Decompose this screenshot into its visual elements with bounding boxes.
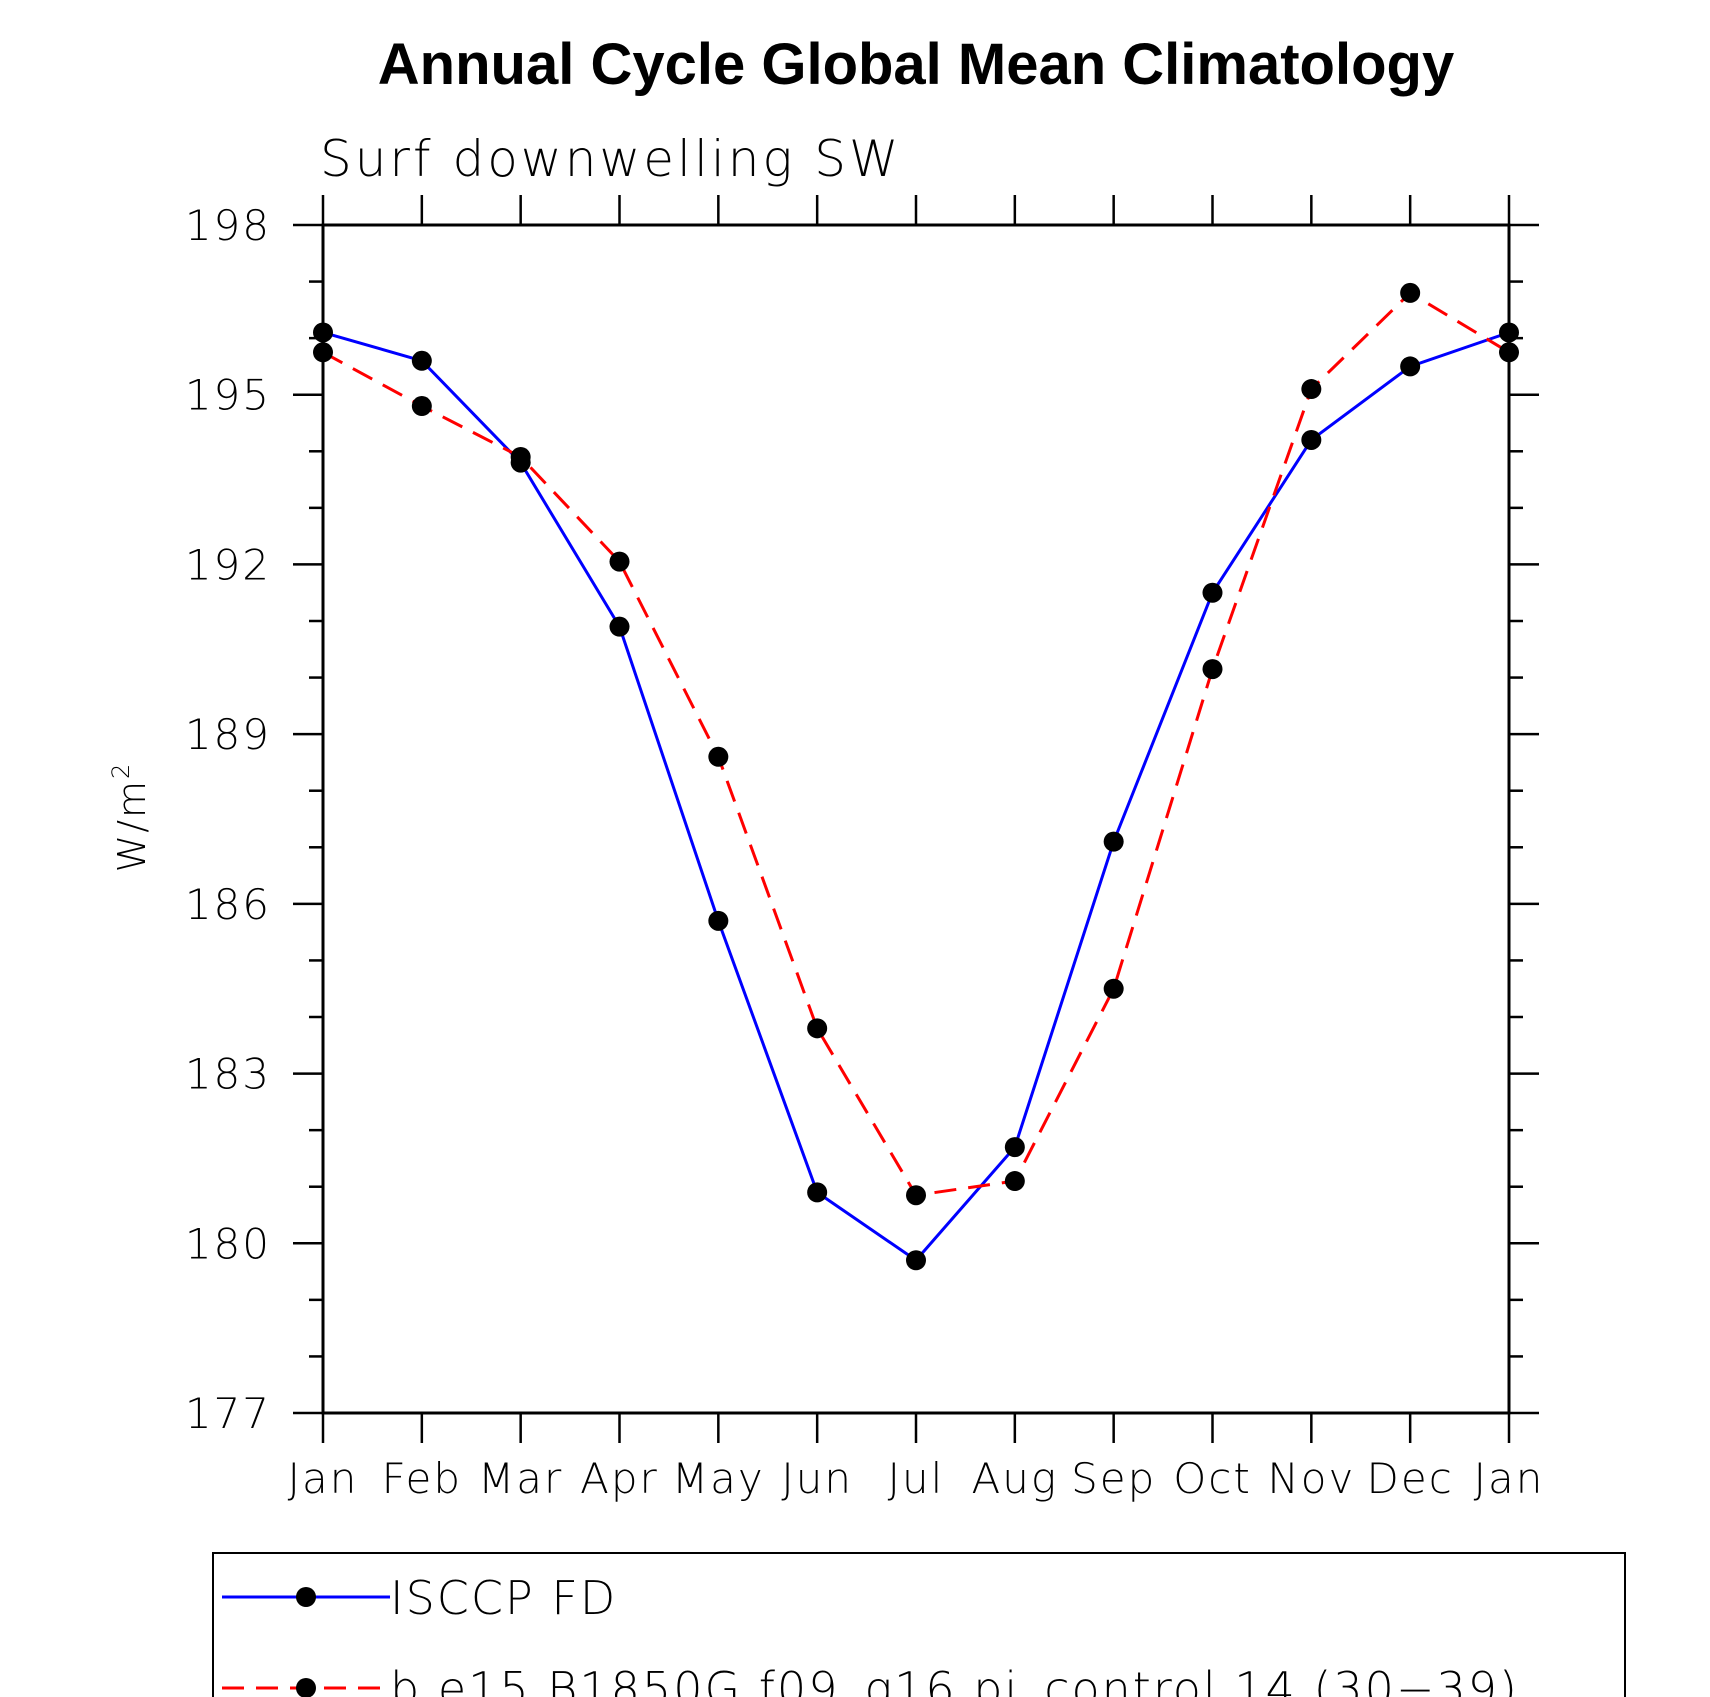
legend-label-1: b.e15.B1850G.f09_g16.pi_control.14 (30−3… — [390, 1662, 1519, 1697]
y-tick-label: 186 — [185, 880, 271, 929]
series-line-1 — [322, 291, 1510, 1197]
legend-box — [212, 1552, 1626, 1697]
chart-title: Annual Cycle Global Mean Climatology — [378, 32, 1454, 97]
data-point-s0-8 — [1103, 831, 1124, 852]
data-point-s0-9 — [1202, 582, 1223, 603]
svg-text:W/m2: W/m2 — [107, 762, 154, 873]
data-point-s1-0 — [313, 342, 333, 363]
data-point-s1-6 — [906, 1185, 926, 1206]
data-point-s0-12 — [1499, 322, 1519, 343]
x-tick-label: Apr — [580, 1454, 659, 1503]
y-axis-label-text: W/m — [110, 779, 154, 872]
x-tick-label: May — [672, 1454, 765, 1503]
data-point-s0-10 — [1301, 429, 1322, 450]
legend-marker-0 — [296, 1587, 316, 1607]
data-point-s0-6 — [906, 1250, 926, 1271]
data-point-s1-8 — [1103, 978, 1124, 999]
y-axis-label: W/m2 — [107, 762, 154, 873]
data-point-s1-12 — [1499, 342, 1519, 363]
y-tick-label: 198 — [185, 201, 271, 250]
y-tick-label: 192 — [185, 540, 271, 589]
data-point-s0-4 — [708, 910, 729, 931]
data-point-s1-1 — [411, 396, 432, 417]
y-tick-label: 183 — [185, 1050, 271, 1099]
plot-frame — [321, 223, 1511, 1415]
y-tick-label: 189 — [185, 710, 271, 759]
data-point-s0-0 — [313, 322, 333, 343]
y-axis-label-superscript: 2 — [107, 762, 135, 779]
x-tick-label: Feb — [382, 1454, 462, 1503]
data-point-s1-9 — [1202, 659, 1223, 680]
data-point-s1-10 — [1301, 379, 1322, 400]
chart-subtitle: Surf downwelling SW — [320, 130, 902, 188]
x-tick-label: Aug — [972, 1454, 1059, 1503]
y-tick-label: 180 — [185, 1219, 271, 1268]
plot-area: 177 180 183 186 189 192 195 198 Jan Feb Mar Apr May J… — [185, 195, 1545, 1503]
data-point-s1-7 — [1004, 1171, 1025, 1192]
data-point-s0-11 — [1400, 356, 1421, 377]
series-layer — [313, 282, 1519, 1271]
x-tick-label: Jun — [781, 1454, 853, 1503]
x-tick-label: Oct — [1173, 1454, 1252, 1503]
data-point-s0-1 — [411, 350, 432, 371]
data-point-s1-3 — [609, 551, 630, 572]
x-tick-label: Sep — [1071, 1454, 1156, 1503]
data-point-s1-5 — [807, 1018, 828, 1039]
y-tick-label: 195 — [185, 371, 271, 420]
x-tick-label: Jul — [888, 1454, 945, 1503]
series-line-0 — [322, 331, 1510, 1263]
data-point-s0-5 — [807, 1182, 828, 1203]
legend-label-0: ISCCP FD — [390, 1571, 617, 1625]
legend: ISCCP FD b.e15.B1850G.f09_g16.pi_control.… — [212, 1552, 1626, 1697]
data-point-s1-11 — [1400, 282, 1421, 303]
data-point-s1-2 — [510, 446, 531, 467]
data-point-s1-4 — [708, 746, 729, 767]
x-tick-label: Jan — [288, 1454, 359, 1503]
data-point-s0-7 — [1004, 1137, 1025, 1158]
x-tick-label: Nov — [1267, 1454, 1355, 1503]
data-point-s0-3 — [609, 616, 630, 637]
y-tick-label: 177 — [185, 1389, 271, 1438]
x-tick-label: Jan — [1474, 1454, 1545, 1503]
x-tick-label: Mar — [478, 1454, 563, 1503]
x-tick-label: Dec — [1367, 1454, 1454, 1503]
legend-marker-1 — [296, 1678, 316, 1697]
